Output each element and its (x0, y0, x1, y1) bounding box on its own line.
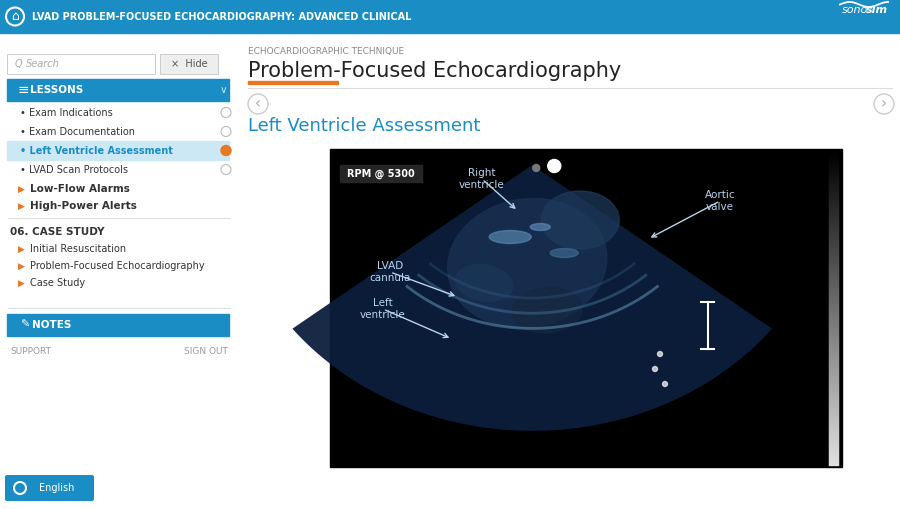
Circle shape (874, 94, 894, 114)
Bar (7, 141, 229, 160)
Text: NOTES: NOTES (32, 320, 71, 330)
Bar (340, 165, 422, 182)
Text: Q: Q (15, 59, 22, 69)
Text: LVAD
cannula: LVAD cannula (369, 261, 410, 283)
Text: ×  Hide: × Hide (171, 59, 207, 69)
Ellipse shape (530, 223, 550, 231)
Ellipse shape (550, 248, 578, 258)
Text: ‹: ‹ (255, 97, 261, 111)
Circle shape (548, 159, 561, 173)
Text: sim: sim (866, 5, 888, 14)
Ellipse shape (512, 288, 582, 332)
Text: sono: sono (842, 5, 868, 14)
Text: Right
ventricle: Right ventricle (459, 168, 505, 190)
Ellipse shape (541, 191, 619, 249)
Text: Case Study: Case Study (30, 278, 86, 288)
Text: Initial Resuscitation: Initial Resuscitation (30, 244, 126, 254)
Circle shape (248, 94, 268, 114)
Text: ▶: ▶ (18, 202, 25, 211)
Circle shape (662, 382, 668, 386)
Ellipse shape (455, 265, 513, 301)
FancyBboxPatch shape (5, 475, 94, 501)
Text: Search: Search (26, 59, 59, 69)
Text: High-Power Alerts: High-Power Alerts (30, 201, 137, 211)
Text: 06. CASE STUDY: 06. CASE STUDY (10, 227, 104, 237)
Text: • Exam Indications: • Exam Indications (20, 107, 112, 118)
Text: LVAD PROBLEM-FOCUSED ECHOCARDIOGRAPHY: ADVANCED CLINICAL: LVAD PROBLEM-FOCUSED ECHOCARDIOGRAPHY: A… (32, 12, 411, 21)
Text: LESSONS: LESSONS (30, 85, 83, 95)
Text: SIGN OUT: SIGN OUT (184, 348, 228, 356)
Bar (160, 54, 218, 74)
Circle shape (658, 352, 662, 356)
Text: Search: Search (26, 59, 59, 69)
Bar (248, 81, 338, 84)
Bar (7, 314, 229, 336)
Text: ≡: ≡ (18, 83, 30, 97)
Ellipse shape (490, 231, 531, 243)
Text: Left Ventricle Assessment: Left Ventricle Assessment (248, 117, 481, 135)
Text: Aortic
valve: Aortic valve (705, 190, 735, 212)
Text: ⌂: ⌂ (11, 10, 19, 23)
Text: ∨: ∨ (220, 85, 227, 95)
Polygon shape (292, 165, 772, 431)
Circle shape (652, 366, 658, 372)
Text: RPM @ 5300: RPM @ 5300 (347, 168, 415, 179)
Circle shape (221, 146, 231, 156)
Text: • Left Ventricle Assessment: • Left Ventricle Assessment (20, 146, 173, 156)
Text: ▶: ▶ (18, 184, 25, 193)
Bar (7, 54, 155, 74)
Text: Low-Flow Alarms: Low-Flow Alarms (30, 184, 130, 194)
Text: ▶: ▶ (18, 244, 25, 253)
Text: ✎: ✎ (20, 320, 30, 330)
Bar (330, 149, 842, 467)
Ellipse shape (447, 199, 607, 327)
Bar (0, 0, 900, 33)
Text: Problem-Focused Echocardiography: Problem-Focused Echocardiography (30, 261, 204, 271)
Text: ›: › (881, 97, 887, 111)
Bar (7, 79, 229, 101)
Text: SUPPORT: SUPPORT (10, 348, 51, 356)
Text: ▶: ▶ (18, 262, 25, 270)
Text: • Exam Documentation: • Exam Documentation (20, 127, 135, 136)
Text: Problem-Focused Echocardiography: Problem-Focused Echocardiography (248, 61, 621, 81)
Text: • LVAD Scan Protocols: • LVAD Scan Protocols (20, 164, 128, 175)
Text: ▶: ▶ (18, 278, 25, 288)
Circle shape (533, 164, 540, 172)
Text: English: English (40, 483, 75, 493)
Text: ECHOCARDIOGRAPHIC TECHNIQUE: ECHOCARDIOGRAPHIC TECHNIQUE (248, 46, 404, 55)
Text: Left
ventricle: Left ventricle (360, 298, 406, 320)
